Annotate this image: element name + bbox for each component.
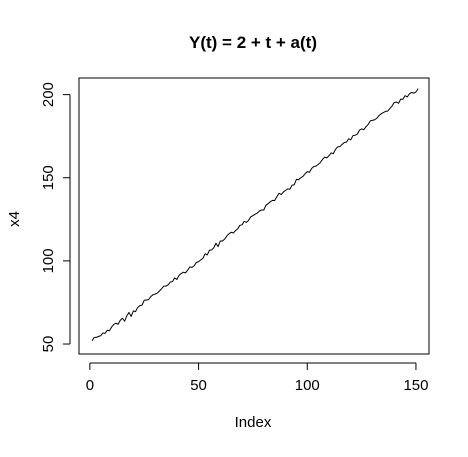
x-axis: 0 50 100 150: [86, 362, 428, 394]
y-tick-label: 50: [40, 336, 57, 353]
y-axis-label: x4: [6, 211, 23, 227]
series-line: [91, 88, 419, 341]
x-tick-label: 50: [190, 377, 207, 394]
x-tick-label: 150: [403, 377, 428, 394]
y-tick-label: 200: [40, 82, 57, 107]
y-axis: 50 100 150 200: [40, 82, 71, 353]
x-axis-label: Index: [235, 414, 272, 431]
y-tick-label: 100: [40, 248, 57, 273]
plot-frame: [78, 77, 430, 355]
series-layer: [91, 88, 419, 341]
x-tick-label: 100: [295, 377, 320, 394]
y-tick-label: 150: [40, 165, 57, 190]
x-tick-label: 0: [86, 377, 94, 394]
chart-title: Y(t) = 2 + t + a(t): [189, 33, 317, 52]
